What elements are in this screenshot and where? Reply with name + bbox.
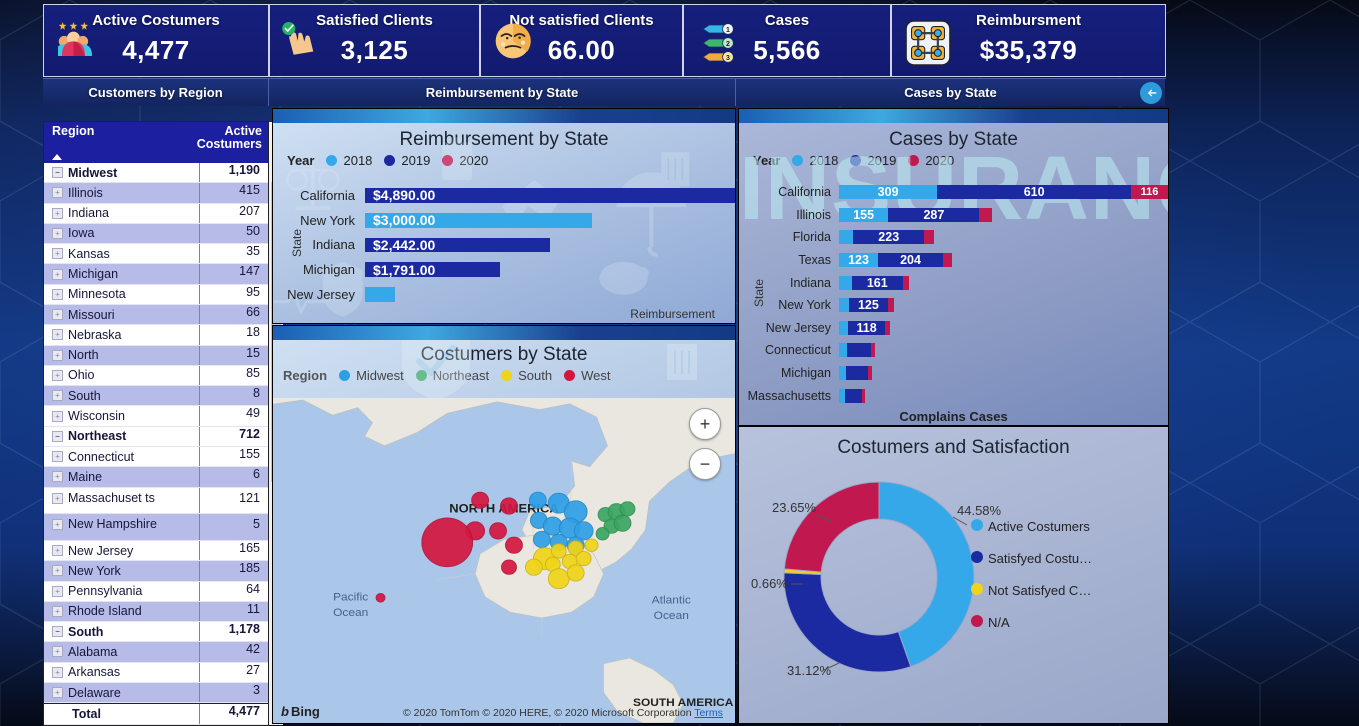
svg-text:31.12%: 31.12% [787, 663, 832, 678]
svg-text:1: 1 [726, 27, 730, 34]
svg-text:23.65%: 23.65% [772, 500, 817, 515]
svg-text:3: 3 [726, 55, 730, 62]
svg-text:2: 2 [726, 41, 730, 48]
svg-text:0.66%: 0.66% [751, 576, 788, 591]
svg-text:44.58%: 44.58% [957, 503, 1002, 518]
